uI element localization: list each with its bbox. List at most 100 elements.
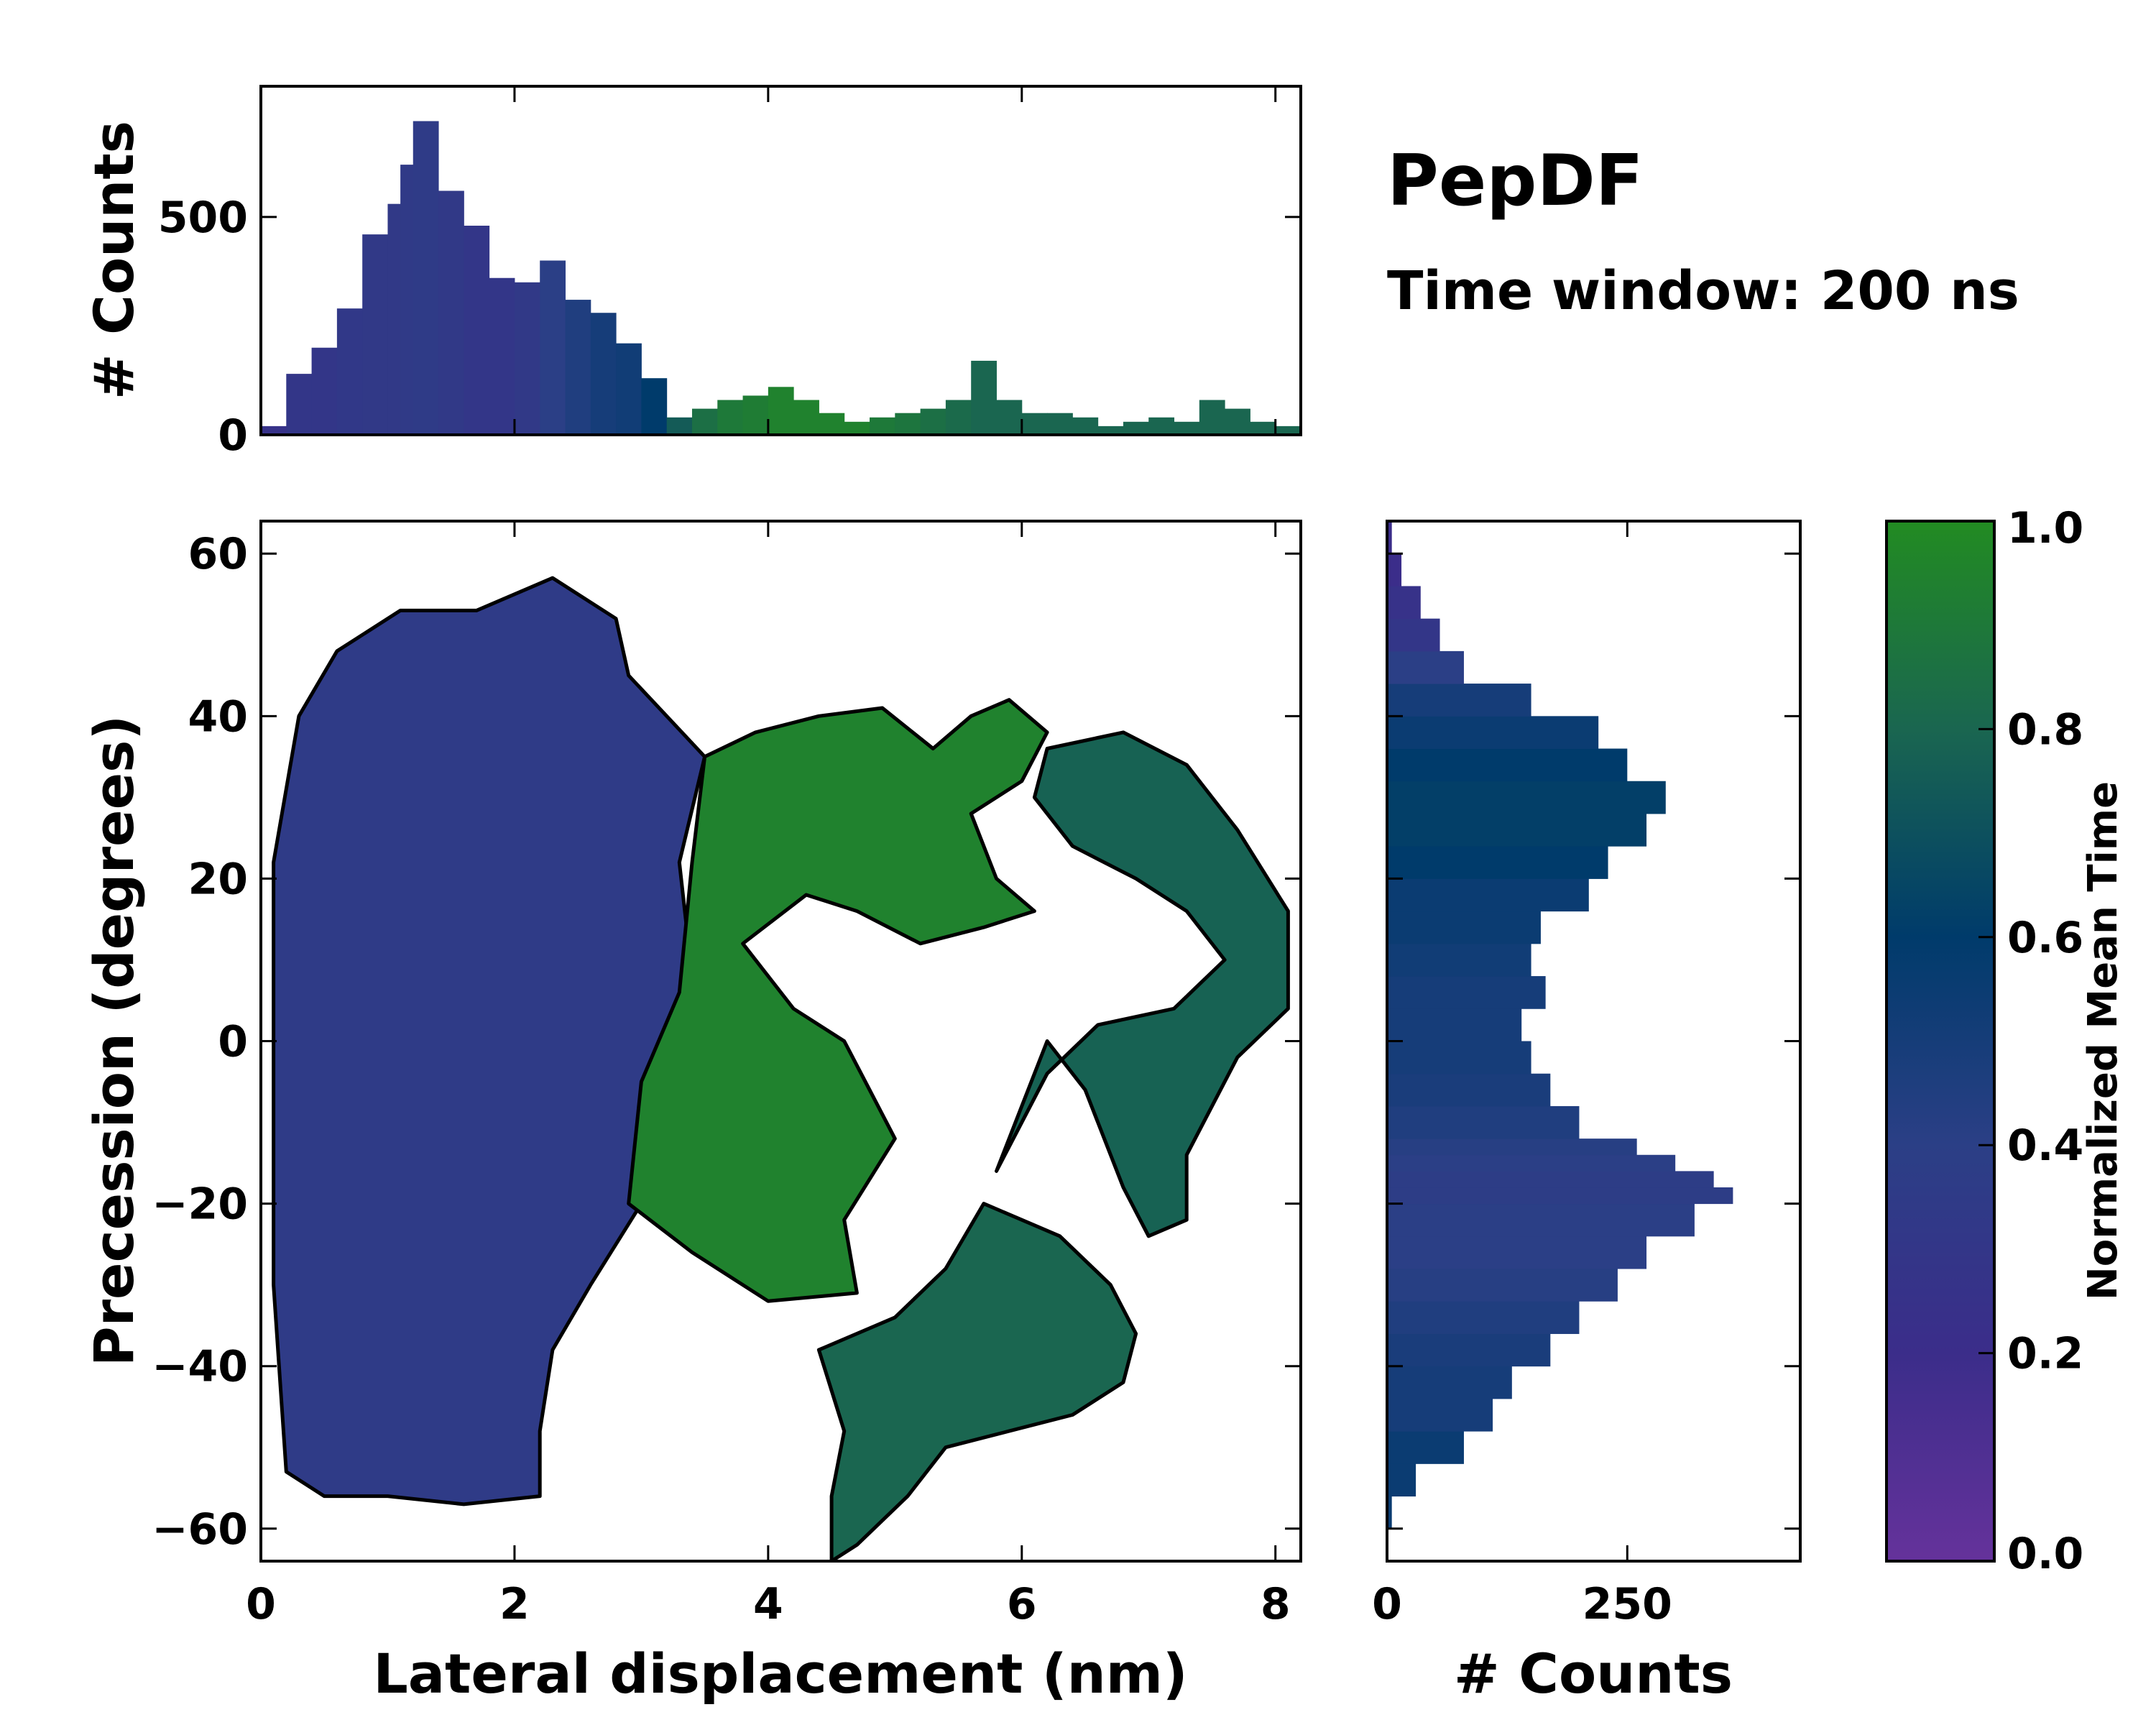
right-hist-bar [1387, 650, 1464, 684]
main-xtick-label: 4 [753, 1579, 783, 1629]
right-hist-bar [1387, 1398, 1493, 1432]
top-hist-bar [945, 400, 972, 435]
figure-title: PepDF [1387, 140, 1644, 222]
right-hist-bar [1387, 1105, 1580, 1139]
right-hist-bar [1387, 1269, 1618, 1302]
top-hist-bar [1072, 417, 1099, 435]
top-hist-bar [489, 277, 515, 435]
right-xtick-label: 250 [1583, 1579, 1672, 1629]
right-hist-bar [1387, 911, 1541, 944]
main-ytick-label: −40 [152, 1342, 248, 1392]
colorbar: 0.0 0.2 0.4 0.6 0.8 1.0 Normalized Mean Time [1885, 503, 2127, 1579]
top-hist-bar [768, 387, 794, 435]
right-hist-bar [1387, 1138, 1637, 1156]
right-hist-bar [1387, 553, 1402, 586]
top-hist-bar [540, 260, 566, 435]
top-hist-bar [1174, 421, 1200, 435]
top-hist-bar [666, 417, 693, 435]
colorbar-tick-label: 0.4 [2007, 1121, 2083, 1171]
right-hist-bar [1387, 586, 1421, 620]
main-ytick-label: 0 [218, 1017, 248, 1067]
main-ytick-label: −60 [152, 1504, 248, 1555]
top-hist-bar [996, 400, 1023, 435]
top-hist-bar [1123, 421, 1149, 435]
right-hist-bar [1387, 1236, 1647, 1269]
right-hist-bar [1387, 1041, 1531, 1075]
top-hist-bar [1097, 426, 1124, 435]
right-hist-x-label: # Counts [1454, 1642, 1733, 1706]
right-hist-bar [1387, 1366, 1512, 1399]
top-hist-frame [259, 85, 1302, 436]
top-hist-bar [1199, 400, 1225, 435]
top-hist-bar [1250, 421, 1276, 435]
right-hist-bar [1387, 748, 1628, 782]
right-hist-bar [1387, 1008, 1522, 1041]
top-hist-bar [1275, 426, 1302, 435]
colorbar-label: Normalized Mean Time [2080, 781, 2127, 1300]
main-xtick-label: 2 [499, 1579, 530, 1629]
top-hist-bar [438, 190, 464, 435]
right-xtick-label: 0 [1372, 1579, 1402, 1629]
right-hist-bar [1387, 1431, 1464, 1464]
top-hist-bar [819, 413, 845, 435]
region-green-center-cluster [627, 698, 1049, 1303]
right-hist-bar [1387, 846, 1608, 879]
top-hist-bar [641, 378, 668, 435]
top-ytick-label: 0 [218, 410, 248, 461]
top-hist-bar [590, 313, 617, 435]
top-ytick-label: 500 [158, 193, 248, 243]
top-hist-bar [1021, 413, 1048, 435]
top-hist-bar [895, 413, 921, 435]
top-hist-bar [920, 408, 946, 435]
right-hist-bar [1387, 1301, 1580, 1334]
top-hist-bar [616, 343, 642, 435]
top-hist-bar [464, 226, 490, 435]
right-hist-bar [1387, 813, 1647, 847]
top-hist-bar [261, 426, 287, 435]
right-hist-bar [1387, 1154, 1676, 1172]
right-hist-bar [1387, 1333, 1551, 1367]
colorbar-tick-label: 0.6 [2007, 913, 2083, 963]
top-hist-bar [286, 374, 313, 435]
top-hist-bar [514, 282, 540, 435]
top-hist-bar [413, 121, 439, 435]
top-hist-bar [387, 203, 401, 435]
main-xtick-label: 0 [246, 1579, 276, 1629]
top-hist-bar [691, 408, 718, 435]
right-hist-bar [1387, 1496, 1392, 1530]
top-hist-bar [1148, 417, 1175, 435]
top-hist-bar [400, 165, 414, 435]
right-hist-bar [1387, 781, 1666, 814]
right-hist-bar [1387, 618, 1440, 652]
main-xtick-label: 8 [1261, 1579, 1291, 1629]
top-hist-bar [1047, 413, 1073, 435]
main-heatmap-panel: 0 2 4 6 8 −60 −40 −20 0 20 40 60 Lateral displacem… [82, 520, 1302, 1706]
top-hist-y-label: # Counts [82, 121, 146, 400]
right-hist-bar [1387, 521, 1392, 554]
right-hist-bar [1387, 1073, 1551, 1107]
top-hist-bar [1225, 408, 1250, 435]
right-hist-bar [1387, 943, 1531, 977]
time-window-label: Time window: 200 ns [1387, 260, 2019, 322]
colorbar-tick-label: 0.8 [2007, 704, 2083, 755]
main-ytick-label: −20 [152, 1179, 248, 1230]
right-hist-bar [1387, 1187, 1733, 1205]
region-right-cluster [995, 730, 1290, 1238]
top-hist-bar [362, 234, 388, 435]
right-hist-bar [1387, 976, 1546, 1009]
top-hist-bar [717, 400, 744, 435]
top-hist-bar [742, 395, 769, 435]
right-hist-bar [1387, 1463, 1416, 1497]
right-hist-bar [1387, 1171, 1714, 1188]
top-hist-bar [793, 400, 819, 435]
region-left-cluster [272, 576, 707, 1506]
right-hist-bar [1387, 684, 1531, 717]
top-hist-bar [870, 417, 895, 435]
top-hist-bar [844, 421, 870, 435]
right-hist-bar [1387, 1203, 1695, 1237]
main-ytick-label: 40 [188, 691, 249, 742]
right-hist-bar [1387, 878, 1589, 912]
main-xtick-label: 6 [1007, 1579, 1037, 1629]
colorbar-gradient [1885, 520, 1996, 1563]
